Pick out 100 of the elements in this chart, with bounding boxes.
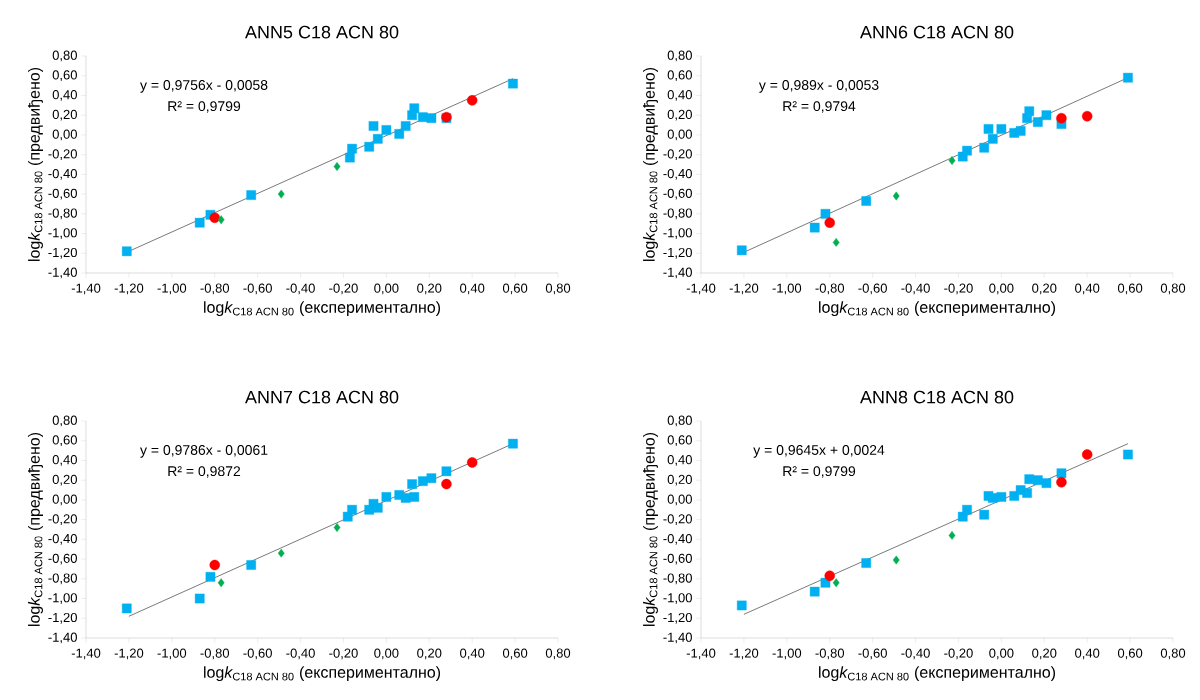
y-tick-label: 0,00 [667, 129, 692, 141]
x-tick-label: -1,20 [729, 648, 759, 660]
chart-title: ANN6 C18 ACN 80 [860, 25, 1014, 39]
y-tick-label: 0,80 [52, 50, 77, 62]
y-tick-label: 0,60 [52, 435, 77, 447]
y-tick-label: -0,20 [48, 514, 77, 525]
x-tick-label: 0,20 [1032, 283, 1057, 295]
annotation: R² = 0,9794 [783, 101, 856, 113]
x-tick-label: -0,80 [815, 283, 845, 295]
y-tick-label: -0,80 [48, 573, 77, 585]
x-tick-label: -1,40 [71, 283, 101, 295]
x-tick-label: -0,20 [329, 648, 358, 660]
y-tick-label: -0,80 [663, 208, 692, 220]
annotation: y = 0,9786x - 0,0061 [140, 445, 268, 458]
annotation: y = 0,989x - 0,0053 [758, 80, 879, 93]
x-axis-title: $\mbox{log}\mbox{\itshape k}_{\mbox{\fontsize{11}{13}\selectfont C18 ACN 80}}\ \mbox{(експериментално)}$ [819, 666, 1056, 682]
x-tick-label: 0,60 [1117, 648, 1143, 660]
x-tick-label: -0,80 [815, 648, 845, 660]
x-tick-label: 0,00 [374, 648, 399, 660]
y-tick-label: -1,20 [663, 612, 692, 624]
y-tick-label: 0,80 [667, 415, 692, 427]
y-tick-label: 0,40 [52, 90, 77, 101]
y-tick-label: 0,60 [667, 70, 692, 82]
x-tick-label: 0,80 [545, 283, 571, 295]
x-tick-label: 0,20 [1032, 648, 1057, 660]
x-tick-label: 0,60 [502, 283, 528, 295]
x-tick-label: -1,40 [71, 648, 101, 660]
x-axis-title: $\mbox{log}\mbox{\itshape k}_{\mbox{\fontsize{11}{13}\selectfont C18 ACN 80}}\ \mbox{(експериментално)}$ [204, 666, 441, 682]
x-tick-label: 0,40 [460, 648, 485, 660]
x-tick-label: 0,40 [1075, 283, 1100, 295]
y-tick-label: -1,20 [48, 247, 77, 259]
y-tick-label: -0,20 [663, 514, 692, 525]
y-axis-title: $\mbox{log}\mbox{\itshape k}_{\mbox{\fontsize{11}{13}\selectfont C18 ACN 80}}\ \mbox{(предвиђено)}$ [28, 67, 43, 261]
x-tick-label: -0,20 [329, 283, 358, 295]
y-tick-label: -0,60 [48, 188, 77, 200]
x-tick-label: -0,80 [200, 648, 230, 660]
x-tick-label: 0,60 [502, 648, 528, 660]
x-tick-label: -1,00 [772, 283, 802, 295]
x-tick-label: 0,40 [460, 283, 485, 295]
x-tick-label: -0,40 [901, 283, 930, 295]
annotation: R² = 0,9799 [168, 101, 241, 113]
x-tick-label: 0,00 [989, 283, 1014, 295]
x-tick-label: -1,40 [686, 648, 716, 660]
y-tick-label: -0,40 [48, 533, 77, 545]
y-tick-label: 0,20 [52, 109, 77, 121]
y-tick-label: -0,60 [48, 553, 77, 565]
x-tick-label: 0,00 [374, 283, 399, 295]
y-tick-label: 0,80 [667, 50, 692, 62]
x-tick-label: 0,20 [417, 648, 442, 660]
chart-title: ANN7 C18 ACN 80 [245, 390, 399, 404]
x-tick-label: 0,80 [1160, 648, 1186, 660]
x-tick-label: -0,60 [243, 283, 272, 295]
y-tick-label: -0,40 [663, 533, 692, 545]
x-axis-title: $\mbox{log}\mbox{\itshape k}_{\mbox{\fontsize{11}{13}\selectfont C18 ACN 80}}\ \mbox{(експериментално)}$ [819, 301, 1056, 317]
y-tick-label: -0,60 [663, 188, 692, 200]
y-tick-label: -1,40 [663, 267, 692, 279]
y-tick-label: -1,40 [663, 632, 692, 644]
x-tick-label: -0,40 [901, 648, 930, 660]
x-tick-label: -0,60 [243, 648, 272, 660]
x-tick-label: 0,20 [417, 283, 442, 295]
y-tick-label: -0,60 [663, 553, 692, 565]
y-tick-label: -1,00 [663, 593, 692, 604]
x-tick-label: -0,80 [200, 283, 230, 295]
y-tick-label: 0,40 [667, 455, 692, 466]
x-tick-label: 0,40 [1075, 648, 1100, 660]
y-tick-label: 0,00 [52, 129, 77, 141]
y-tick-label: -0,40 [663, 168, 692, 180]
y-tick-label: 0,40 [667, 90, 692, 101]
x-tick-label: -1,00 [157, 648, 187, 660]
x-tick-label: 0,00 [989, 648, 1014, 660]
y-tick-label: -1,00 [48, 593, 77, 604]
x-tick-label: -0,60 [858, 283, 887, 295]
y-tick-label: -0,40 [48, 168, 77, 180]
x-tick-label: -1,20 [729, 283, 759, 295]
y-tick-label: 0,80 [52, 415, 77, 427]
x-tick-label: -0,20 [944, 283, 973, 295]
y-tick-label: -0,20 [663, 149, 692, 160]
y-tick-label: 0,00 [667, 494, 692, 506]
y-axis-title: $\mbox{log}\mbox{\itshape k}_{\mbox{\fontsize{11}{13}\selectfont C18 ACN 80}}\ \mbox{(предвиђено)}$ [643, 67, 658, 261]
x-tick-label: 0,80 [545, 648, 571, 660]
annotation: y = 0,9756x - 0,0058 [140, 80, 268, 93]
y-axis-title: $\mbox{log}\mbox{\itshape k}_{\mbox{\fontsize{11}{13}\selectfont C18 ACN 80}}\ \mbox{(предвиђено)}$ [643, 432, 658, 626]
y-tick-label: -1,40 [48, 267, 77, 279]
annotation: R² = 0,9872 [168, 466, 241, 478]
x-tick-label: 0,80 [1160, 283, 1186, 295]
y-tick-label: -1,00 [48, 228, 77, 239]
x-tick-label: -1,20 [114, 283, 144, 295]
chart-title: ANN5 C18 ACN 80 [245, 25, 399, 39]
y-axis-title: $\mbox{log}\mbox{\itshape k}_{\mbox{\fontsize{11}{13}\selectfont C18 ACN 80}}\ \mbox{(предвиђено)}$ [28, 432, 43, 626]
y-tick-label: -1,20 [48, 612, 77, 624]
x-tick-label: 0,60 [1117, 283, 1143, 295]
x-tick-label: -1,00 [772, 648, 802, 660]
x-tick-label: -0,60 [858, 648, 887, 660]
y-tick-label: 0,60 [52, 70, 77, 82]
y-tick-label: -0,80 [663, 573, 692, 585]
x-tick-label: -0,40 [286, 283, 315, 295]
y-tick-label: -1,00 [663, 228, 692, 239]
annotation: R² = 0,9799 [783, 466, 856, 478]
y-tick-label: -1,40 [48, 632, 77, 644]
annotation: y = 0,9645x + 0,0024 [753, 445, 885, 458]
